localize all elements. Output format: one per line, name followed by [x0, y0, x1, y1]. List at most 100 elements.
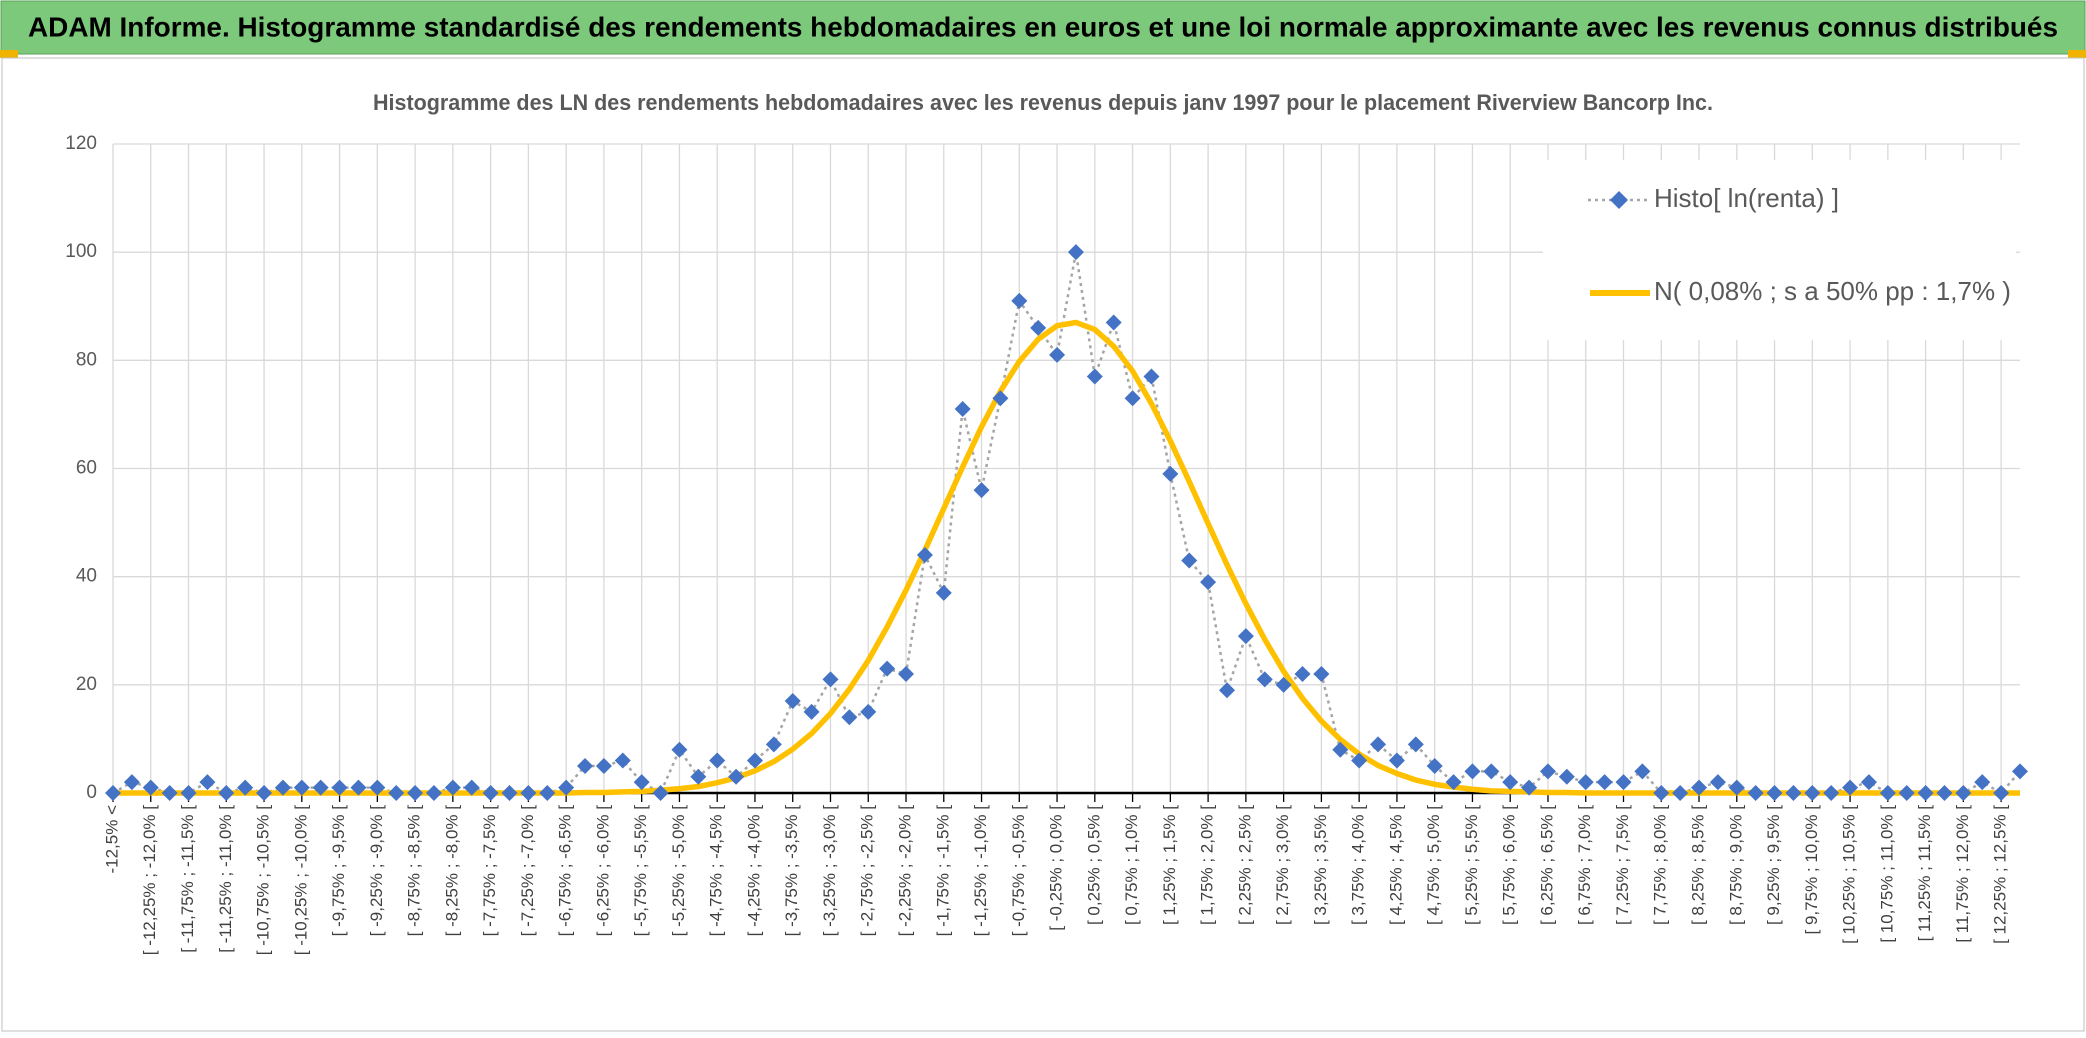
x-tick-label: [ -4,75% ; -4,5% [ [707, 805, 726, 937]
x-tick-label: [ 11,25% ; 11,5% [ [1915, 805, 1934, 942]
marker [1823, 785, 1840, 801]
x-tick-label: [ -0,75% ; -0,5% [ [1009, 805, 1028, 937]
marker [577, 757, 594, 774]
x-tick-label: [ -7,75% ; -7,5% [ [480, 805, 499, 937]
marker [1766, 785, 1783, 801]
x-tick-label: [ -2,75% ; -2,5% [ [858, 805, 877, 937]
marker [180, 785, 197, 801]
marker [973, 482, 990, 499]
marker [633, 774, 650, 791]
marker [369, 779, 386, 796]
marker [1917, 785, 1934, 801]
marker [1011, 292, 1028, 309]
x-tick-label: [ -2,25% ; -2,0% [ [895, 805, 914, 937]
marker [1162, 465, 1179, 482]
marker [746, 752, 763, 769]
x-tick-label: [ 12,25% ; 12,5% [ [1991, 805, 2010, 944]
marker [237, 779, 254, 796]
x-tick-label: [ 1,25% ; 1,5% [ [1160, 805, 1179, 925]
marker [256, 785, 273, 801]
x-tick-label: [ 4,75% ; 5,0% [ [1424, 805, 1443, 925]
marker [879, 660, 896, 677]
chart-frame [1, 57, 2085, 1032]
marker [1388, 752, 1405, 769]
marker [1596, 774, 1613, 791]
marker [1955, 785, 1972, 801]
marker [1351, 752, 1368, 769]
marker [935, 584, 952, 601]
marker [1294, 666, 1311, 683]
marker [1237, 628, 1254, 645]
marker [1898, 785, 1915, 801]
legend-swatch [1610, 191, 1628, 209]
marker [331, 779, 348, 796]
marker [1200, 574, 1217, 591]
x-tick-label: [ 10,25% ; 10,5% [ [1840, 805, 1859, 944]
legend-label: Histo[ ln(renta) ] [1654, 183, 1839, 213]
marker [709, 752, 726, 769]
marker [1615, 774, 1632, 791]
marker [161, 785, 178, 801]
marker [954, 401, 971, 418]
x-tick-label: [ 6,75% ; 7,0% [ [1575, 805, 1594, 925]
marker [1218, 682, 1235, 699]
x-tick-label: [ 6,25% ; 6,5% [ [1537, 805, 1556, 925]
marker [1804, 785, 1821, 801]
y-tick-label: 40 [76, 566, 97, 587]
corner-mark [2068, 50, 2086, 58]
y-tick-label: 100 [65, 241, 97, 262]
marker [1936, 785, 1953, 801]
marker [671, 741, 688, 758]
x-tick-label: [ 8,75% ; 9,0% [ [1726, 805, 1745, 925]
marker [482, 785, 499, 801]
marker [1445, 774, 1462, 791]
banner [0, 0, 2086, 55]
marker [1370, 736, 1387, 753]
marker [1653, 785, 1670, 801]
marker [312, 779, 329, 796]
chart-title: Histogramme des LN des rendements hebdom… [373, 90, 1713, 115]
marker [1860, 774, 1877, 791]
x-tick-label: [ -6,25% ; -6,0% [ [593, 805, 612, 937]
x-tick-label: [ -8,75% ; -8,5% [ [405, 805, 424, 937]
marker [1672, 785, 1689, 801]
y-tick-label: 60 [76, 458, 97, 479]
marker [1049, 346, 1066, 363]
marker [1407, 736, 1424, 753]
x-tick-label: [ -1,25% ; -1,0% [ [971, 805, 990, 937]
marker [1974, 774, 1991, 791]
marker [218, 785, 235, 801]
x-tick-label: [ 10,75% ; 11,0% [ [1877, 805, 1896, 943]
marker [1709, 774, 1726, 791]
x-tick-label: [ 9,25% ; 9,5% [ [1764, 805, 1783, 925]
x-tick-label: [ 7,75% ; 8,0% [ [1651, 805, 1670, 925]
x-tick-label: [ -5,25% ; -5,0% [ [669, 805, 688, 937]
x-tick-label: [ -5,75% ; -5,5% [ [631, 805, 650, 937]
x-tick-label: [ 2,75% ; 3,0% [ [1273, 805, 1292, 925]
x-tick-label: -12,5% < [102, 805, 121, 874]
x-tick-label: [ -4,25% ; -4,0% [ [744, 805, 763, 937]
x-tick-label: [ 8,25% ; 8,5% [ [1689, 805, 1708, 925]
x-tick-label: [ -6,75% ; -6,5% [ [556, 805, 575, 937]
marker [784, 693, 801, 710]
marker [1842, 779, 1859, 796]
y-tick-label: 120 [65, 133, 97, 154]
marker [690, 768, 707, 785]
marker [1634, 763, 1651, 780]
marker [1728, 779, 1745, 796]
x-tick-label: [ -12,25% ; -12,0% [ [140, 805, 159, 956]
marker [1332, 741, 1349, 758]
marker [539, 785, 556, 801]
marker [1539, 763, 1556, 780]
marker [1124, 390, 1141, 407]
x-tick-label: [ 0,25% ; 0,5% [ [1084, 805, 1103, 925]
x-tick-label: [ 5,25% ; 5,5% [ [1462, 805, 1481, 925]
marker [199, 774, 216, 791]
marker [105, 785, 121, 801]
marker [293, 779, 310, 796]
x-tick-label: [ -10,75% ; -10,5% [ [254, 805, 273, 956]
marker [652, 785, 669, 801]
marker [1558, 768, 1575, 785]
marker [1275, 676, 1292, 693]
marker [350, 779, 367, 796]
